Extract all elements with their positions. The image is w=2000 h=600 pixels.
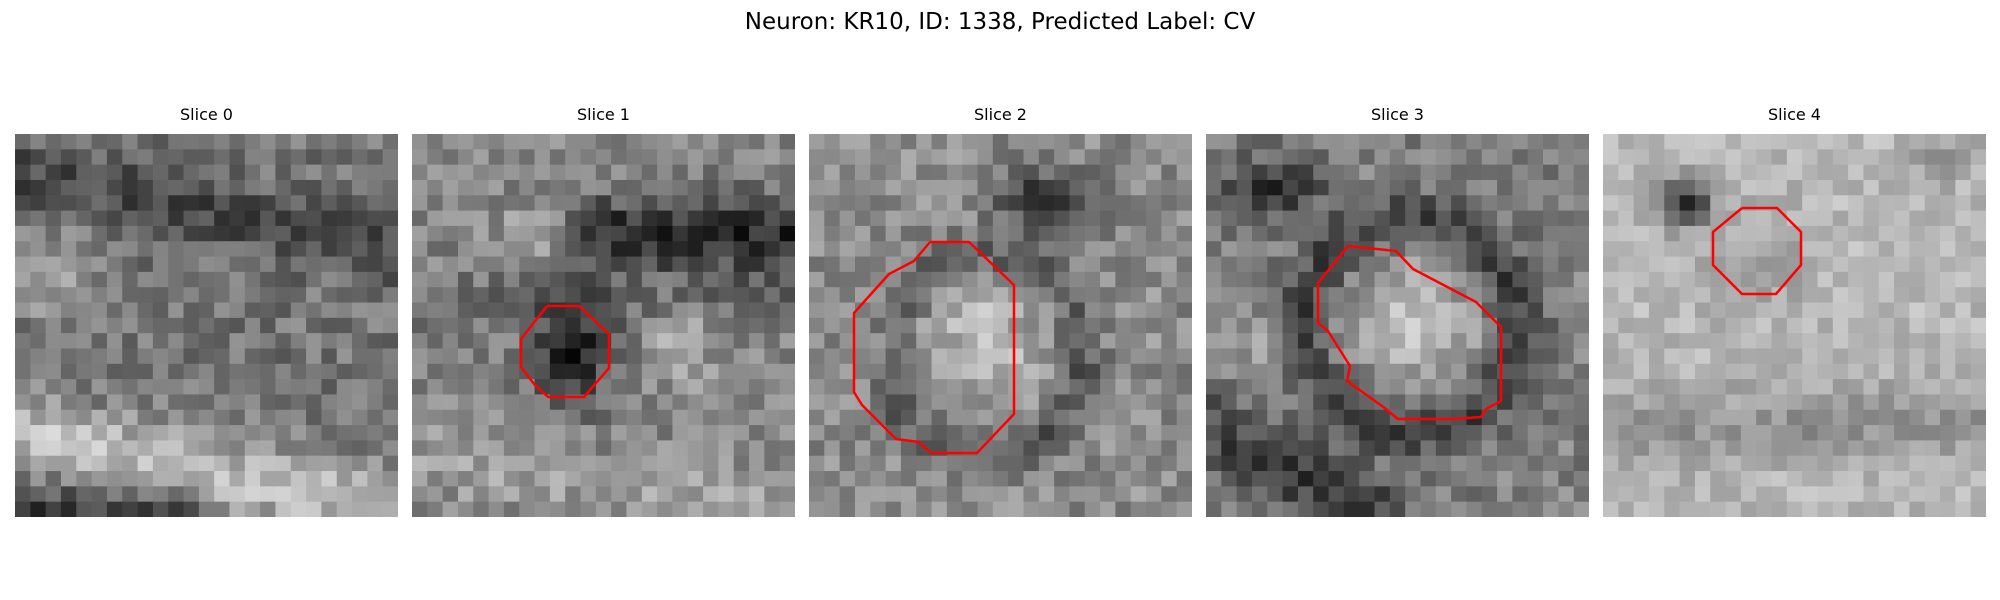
slice-title: Slice 0 bbox=[180, 105, 233, 124]
slice-image bbox=[1603, 134, 1986, 517]
figure-title: Neuron: KR10, ID: 1338, Predicted Label:… bbox=[744, 9, 1256, 35]
grayscale-pixel-grid bbox=[1603, 134, 1986, 517]
grayscale-pixel-grid bbox=[1206, 134, 1589, 517]
roi-outline bbox=[1711, 206, 1803, 296]
slice-image bbox=[809, 134, 1192, 517]
grayscale-pixel-grid bbox=[15, 134, 398, 517]
grayscale-pixel-grid bbox=[809, 134, 1192, 517]
slice-image bbox=[412, 134, 795, 517]
grayscale-pixel-grid bbox=[412, 134, 795, 517]
slice-title: Slice 1 bbox=[577, 105, 630, 124]
slice-title: Slice 3 bbox=[1371, 105, 1424, 124]
roi-outline bbox=[852, 240, 1016, 455]
slice-title: Slice 2 bbox=[974, 105, 1027, 124]
roi-outline bbox=[1316, 244, 1503, 421]
slice-image bbox=[15, 134, 398, 517]
slice-image bbox=[1206, 134, 1589, 517]
roi-outline bbox=[519, 304, 611, 399]
slice-title: Slice 4 bbox=[1768, 105, 1821, 124]
